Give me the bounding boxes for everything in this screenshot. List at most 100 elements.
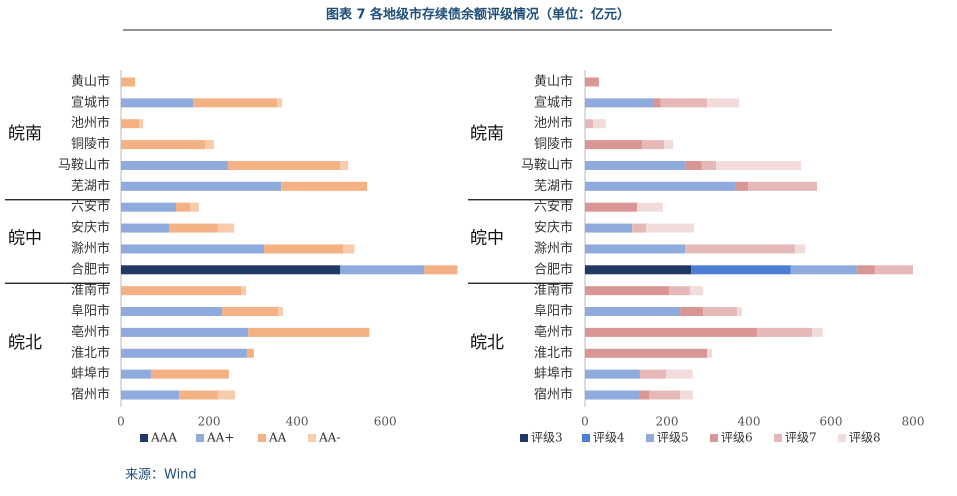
bar-segment [121, 202, 177, 212]
bar-segment [689, 286, 704, 296]
bar-segment [150, 369, 229, 379]
bar-segment [737, 307, 743, 317]
bar-segment [646, 223, 695, 233]
bar-segment [121, 181, 282, 191]
bar-segment [121, 369, 151, 379]
bar-segment [585, 265, 692, 275]
y-tick-label: 滁州市 [534, 240, 573, 256]
legend-label: AAA [150, 431, 177, 445]
bar-segment [701, 160, 717, 170]
x-tick-label: 400 [286, 415, 309, 429]
x-tick-label: 800 [902, 415, 925, 429]
bar-segment [585, 286, 670, 296]
bar-segment [856, 265, 875, 275]
bar-segment [794, 244, 806, 254]
y-tick-label: 宿州市 [71, 387, 110, 403]
bar-segment [121, 307, 223, 317]
x-tick-label: 0 [117, 415, 125, 429]
bar-segment [278, 307, 284, 317]
bar-segment [121, 348, 247, 358]
bar-segment [735, 181, 749, 191]
legend-label: 评级7 [785, 431, 817, 445]
bar-segment [669, 286, 690, 296]
bar-segment [121, 77, 136, 87]
legend-label: 评级4 [593, 431, 625, 445]
bar-segment [707, 98, 740, 108]
bar-segment [190, 202, 199, 212]
legend-swatch [258, 434, 266, 442]
legend-swatch [710, 434, 718, 442]
bar-segment [424, 265, 458, 275]
bar-segment [246, 348, 254, 358]
x-tick-label: 200 [198, 415, 221, 429]
bar-segment [168, 223, 218, 233]
y-tick-label: 安庆市 [71, 220, 110, 236]
y-tick-label: 亳州市 [534, 324, 573, 340]
bar-segment [217, 223, 235, 233]
bar-segment [585, 348, 708, 358]
legend-label: 评级6 [721, 431, 753, 445]
bar-segment [664, 140, 674, 150]
bar-segment [790, 265, 857, 275]
bar-segment [193, 98, 278, 108]
y-tick-label: 池州市 [534, 115, 573, 131]
bar-segment [874, 265, 913, 275]
bar-segment [585, 98, 654, 108]
y-tick-label: 淮南市 [534, 282, 573, 298]
y-tick-label: 阜阳市 [534, 303, 573, 319]
bar-segment [593, 119, 606, 129]
legend-swatch [774, 434, 782, 442]
bar-segment [585, 119, 594, 129]
bar-segment [585, 223, 633, 233]
bar-segment [121, 327, 249, 337]
group-label: 皖南 [8, 124, 42, 144]
bar-segment [340, 160, 349, 170]
y-tick-label: 芜湖市 [71, 178, 110, 194]
bar-segment [241, 286, 247, 296]
bar-segment [585, 307, 681, 317]
y-tick-label: 芜湖市 [534, 178, 573, 194]
bar-segment [217, 390, 236, 400]
bar-segment [281, 181, 368, 191]
y-tick-label: 宿州市 [534, 387, 573, 403]
y-tick-label: 合肥市 [71, 261, 110, 277]
bar-segment [205, 140, 214, 150]
y-tick-label: 阜阳市 [71, 303, 110, 319]
bar-segment [685, 160, 702, 170]
bar-segment [585, 244, 686, 254]
bar-segment [139, 119, 144, 129]
bar-segment [660, 98, 708, 108]
bar-segment [680, 307, 704, 317]
bar-segment [748, 181, 818, 191]
y-tick-label: 淮南市 [71, 282, 110, 298]
bar-segment [641, 140, 665, 150]
bar-segment [812, 327, 823, 337]
bar-segment [632, 223, 647, 233]
legend-label: AA [268, 431, 287, 445]
legend-swatch [520, 434, 528, 442]
y-tick-label: 蚌埠市 [71, 366, 110, 382]
y-tick-label: 池州市 [71, 115, 110, 131]
bar-segment [343, 244, 355, 254]
legend-swatch [582, 434, 590, 442]
bar-segment [685, 244, 795, 254]
x-tick-label: 0 [581, 415, 589, 429]
y-tick-label: 滁州市 [71, 240, 110, 256]
y-tick-label: 马鞍山市 [521, 157, 573, 173]
bar-segment [639, 369, 667, 379]
bar-segment [716, 160, 802, 170]
y-tick-label: 亳州市 [71, 324, 110, 340]
legend-label: 评级3 [531, 431, 563, 445]
group-label: 皖南 [470, 124, 504, 144]
bar-segment [637, 202, 663, 212]
legend-label: AA+ [206, 431, 234, 445]
legend-label: 评级5 [657, 431, 689, 445]
bar-segment [248, 327, 370, 337]
bar-segment [691, 265, 791, 275]
x-tick-label: 600 [374, 415, 397, 429]
bar-segment [264, 244, 344, 254]
bar-segment [121, 390, 180, 400]
y-tick-label: 蚌埠市 [534, 366, 573, 382]
